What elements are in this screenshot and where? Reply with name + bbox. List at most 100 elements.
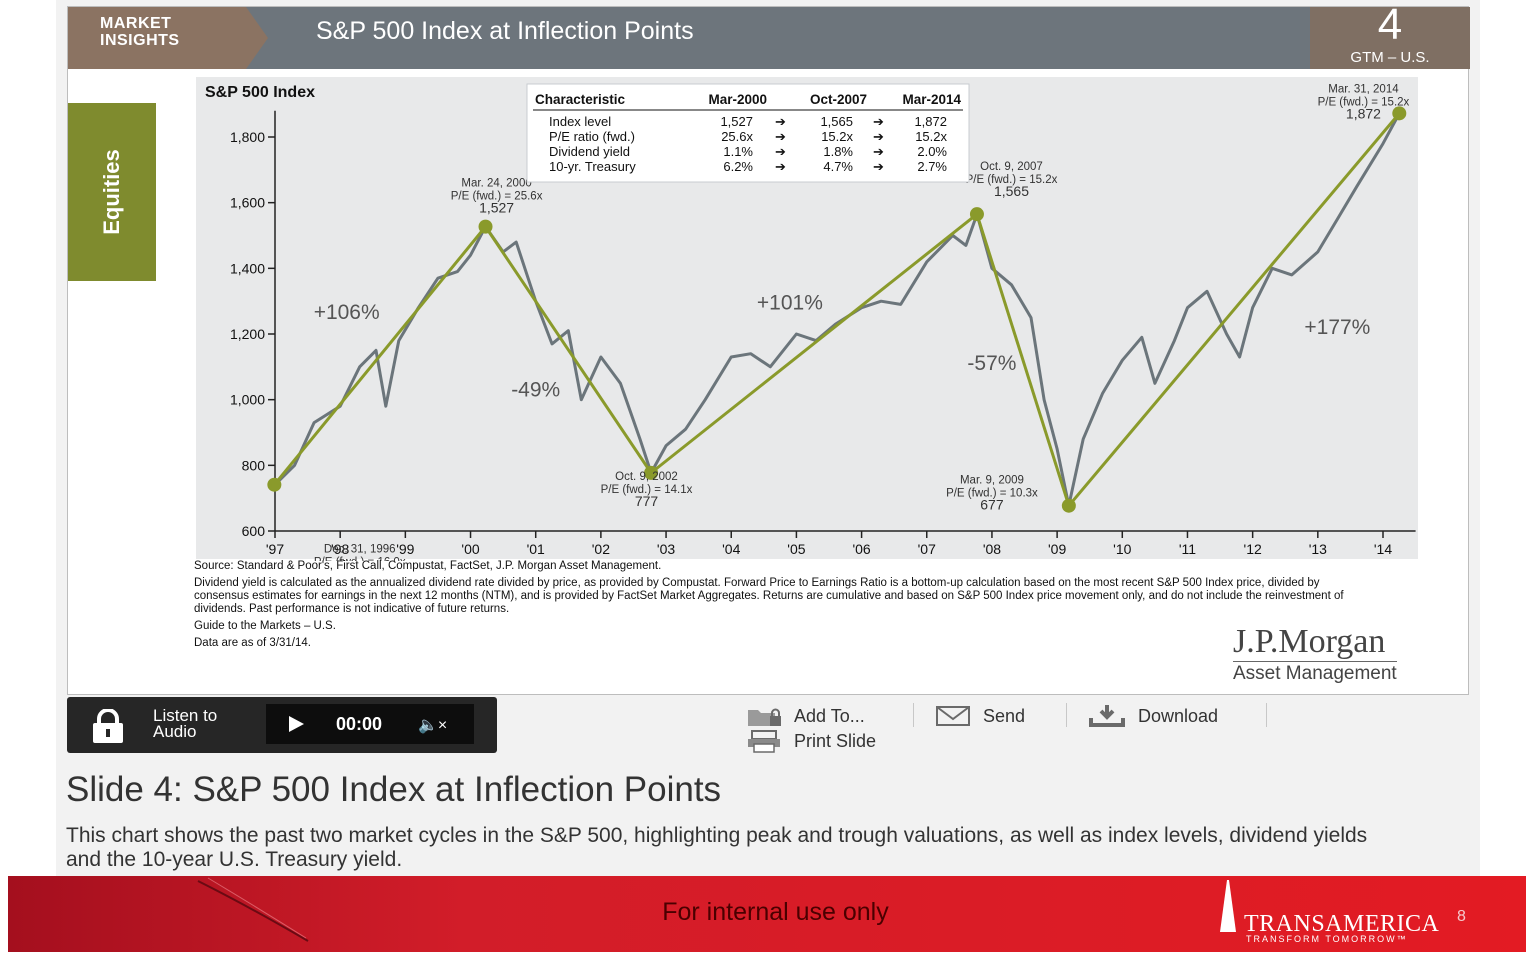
action-separator <box>913 703 914 727</box>
page-description: This chart shows the past two market cyc… <box>66 824 1368 871</box>
arrow-icon: ➔ <box>873 159 884 174</box>
point-annotation: Oct. 9, 2007 P/E (fwd.) = 15.2x 1,565 <box>966 161 1058 199</box>
send-button[interactable]: Send <box>935 704 1025 728</box>
play-icon[interactable] <box>289 716 304 732</box>
footer-bar: For internal use only TRANSAMERICA TRANS… <box>8 876 1526 952</box>
annotation-line: 677 <box>980 496 1004 512</box>
annotation-line: Dec. 31, 1996 <box>324 543 396 555</box>
guide-note: Guide to the Markets – U.S. <box>194 620 336 632</box>
table-cell: 1,565 <box>820 114 853 129</box>
segment-return-label: -57% <box>967 352 1016 375</box>
lock-icon <box>93 709 123 743</box>
point-annotation: Oct. 9, 2002 P/E (fwd.) = 14.1x 777 <box>601 471 693 509</box>
segment-return-label: +106% <box>314 301 380 324</box>
table-cell: Dividend yield <box>549 144 630 159</box>
equities-label: Equities <box>99 149 124 235</box>
download-button[interactable]: Download <box>1088 704 1218 728</box>
print-slide-label: Print Slide <box>794 730 877 751</box>
slide-edition: GTM – U.S. <box>1350 49 1430 66</box>
send-label: Send <box>983 705 1026 726</box>
table-header: Oct-2007 <box>810 92 867 107</box>
point-annotation: Mar. 24, 2000 P/E (fwd.) = 25.6x 1,527 <box>451 177 543 215</box>
point-annotation: Dec. 31, 1996P/E (fwd.) = 16.0x741 <box>314 543 406 561</box>
slide-number-box: 4 GTM – U.S. <box>1310 3 1470 69</box>
annotation-line: P/E (fwd.) = 14.1x <box>601 484 693 496</box>
x-tick-label: '06 <box>852 541 870 557</box>
inflection-point <box>1061 498 1076 513</box>
chart-axes: 600 800 1,000 1,200 1,400 1,600 1,800 '97 '98 '99… <box>230 110 1416 557</box>
annotation-line: P/E (fwd.) = 25.6x <box>451 190 543 202</box>
print-slide-button[interactable]: Print Slide <box>746 729 876 753</box>
table-cell: 15.2x <box>915 129 947 144</box>
table-cell: 10-yr. Treasury <box>549 159 636 174</box>
table-cell: P/E ratio (fwd.) <box>549 129 635 144</box>
arrow-icon: ➔ <box>775 129 786 144</box>
transamerica-tagline: TRANSFORM TOMORROW™ <box>1246 934 1408 944</box>
internal-use-note: For internal use only <box>662 898 889 926</box>
x-tick-label: '02 <box>592 541 610 557</box>
annotation-line: P/E (fwd.) = 15.2x <box>1318 97 1410 109</box>
inflection-point <box>267 477 282 492</box>
table-cell: 15.2x <box>821 129 853 144</box>
trend-line <box>650 212 978 475</box>
annotation-line: Oct. 9, 2007 <box>980 161 1043 173</box>
x-tick-label: '98 <box>331 541 349 557</box>
x-tick-label: '13 <box>1309 541 1327 557</box>
arrow-icon: ➔ <box>775 144 786 159</box>
table-cell: 1,872 <box>914 114 947 129</box>
x-tick-label: '07 <box>918 541 936 557</box>
page-heading: Slide 4: S&P 500 Index at Inflection Poi… <box>66 770 722 809</box>
table-cell: 6.2% <box>723 159 753 174</box>
arrow-icon: ➔ <box>873 129 884 144</box>
market-insights-badge: MARKET INSIGHTS <box>68 7 246 69</box>
folder-lock-icon <box>748 708 781 726</box>
trend-lines <box>273 112 1401 507</box>
table-cell: 2.7% <box>917 159 947 174</box>
table-cell: 1.1% <box>723 144 753 159</box>
segment-return-label: +101% <box>757 291 823 314</box>
logo-name: J.P.Morgan <box>1233 623 1386 660</box>
table-cell: 2.0% <box>917 144 947 159</box>
mute-icon[interactable]: 🔈× <box>418 717 448 734</box>
market-insights-label: MARKET INSIGHTS <box>100 15 180 49</box>
point-annotations: Dec. 31, 1996P/E (fwd.) = 16.0x741 Mar. 2… <box>314 84 1410 561</box>
annotation-line: 1,872 <box>1346 106 1381 122</box>
x-tick-label: '97 <box>266 541 284 557</box>
date-note: Data are as of 3/31/14. <box>194 637 311 649</box>
action-separator <box>1266 703 1267 727</box>
jpmorgan-logo: J.P.Morgan Asset Management <box>1233 625 1397 685</box>
y-tick-label: 1,000 <box>230 392 265 408</box>
footer-swoosh <box>197 877 309 942</box>
audio-player: Listen to Audio 00:00 🔈× <box>67 697 497 753</box>
segment-return-label: -49% <box>511 378 560 401</box>
x-tick-label: '05 <box>787 541 805 557</box>
annotation-line: 1,565 <box>994 183 1029 199</box>
table-header: Mar-2000 <box>708 92 767 107</box>
add-to-button[interactable]: Add To... <box>746 704 865 728</box>
table-cell: 1.8% <box>823 144 853 159</box>
segment-return-label: +177% <box>1304 316 1370 339</box>
trend-line <box>484 225 653 474</box>
page-number: 8 <box>1457 908 1466 925</box>
trend-line <box>273 225 487 486</box>
x-tick-label: '10 <box>1113 541 1131 557</box>
sp500-chart: 600 800 1,000 1,200 1,400 1,600 1,800 '97 '98 '99… <box>196 77 1418 561</box>
table-header: Characteristic <box>535 92 626 107</box>
segment-labels: +106% -49% +101% -57% +177% <box>314 291 1371 401</box>
slide-image: MARKET INSIGHTS S&P 500 Index at Inflect… <box>67 3 1470 695</box>
inflection-point <box>1392 106 1407 121</box>
annotation-line: Mar. 9, 2009 <box>960 474 1024 486</box>
y-tick-label: 1,200 <box>230 326 265 342</box>
envelope-icon <box>936 706 970 726</box>
x-tick-label: '99 <box>396 541 414 557</box>
listen-audio-label: Listen to Audio <box>153 706 218 741</box>
table-header: Mar-2014 <box>902 92 961 107</box>
transamerica-brand: TRANSAMERICA <box>1244 911 1440 937</box>
inflection-point <box>478 219 493 234</box>
index-line <box>273 112 1401 508</box>
chart-notes: Source: Standard & Poor's, First Call, C… <box>194 560 1374 654</box>
x-tick-label: '08 <box>983 541 1001 557</box>
inflection-point <box>644 465 659 480</box>
x-tick-label: '11 <box>1179 541 1196 557</box>
annotation-line: P/E (fwd.) = 15.2x <box>966 174 1058 186</box>
